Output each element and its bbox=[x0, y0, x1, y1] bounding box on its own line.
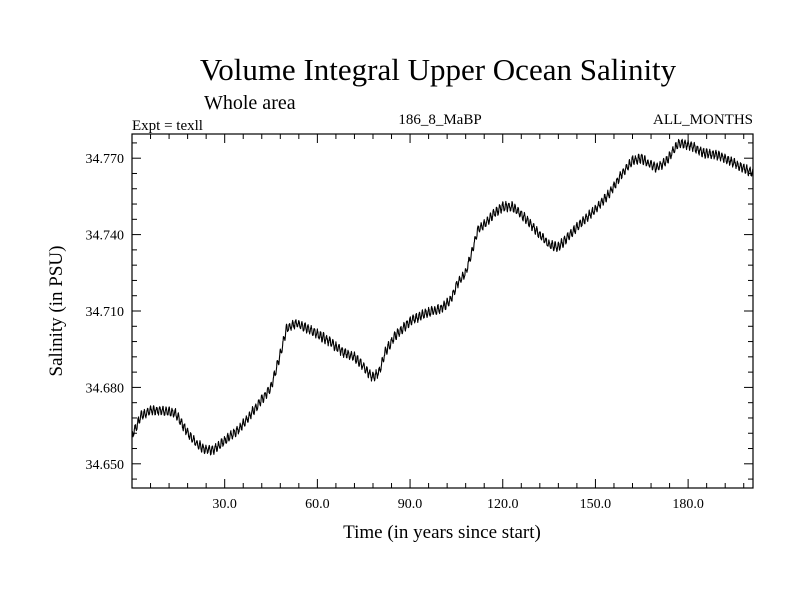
x-tick-label: 120.0 bbox=[487, 497, 519, 512]
salinity-series-line bbox=[131, 138, 754, 456]
x-tick-label: 90.0 bbox=[398, 497, 423, 512]
y-tick-label: 34.740 bbox=[86, 229, 125, 244]
axis-ticks bbox=[132, 134, 753, 488]
x-tick-label: 150.0 bbox=[580, 497, 612, 512]
x-tick-label: 60.0 bbox=[305, 497, 330, 512]
x-axis-label: Time (in years since start) bbox=[343, 522, 541, 543]
chart-title: Volume Integral Upper Ocean Salinity bbox=[200, 52, 677, 87]
y-tick-label: 34.680 bbox=[86, 381, 125, 396]
x-tick-label: 180.0 bbox=[672, 497, 704, 512]
experiment-id-label: 186_8_MaBP bbox=[398, 112, 481, 128]
y-tick-label: 34.650 bbox=[86, 458, 125, 473]
y-axis-label: Salinity (in PSU) bbox=[46, 246, 67, 377]
chart-subtitle: Whole area bbox=[204, 92, 296, 114]
y-tick-label: 34.770 bbox=[86, 152, 125, 167]
tick-labels: 30.0 60.0 90.0 120.0 150.0 180.0 34.650 34.680 3… bbox=[86, 152, 704, 512]
x-tick-label: 30.0 bbox=[212, 497, 237, 512]
months-label: ALL_MONTHS bbox=[653, 112, 753, 128]
y-tick-label: 34.710 bbox=[86, 305, 125, 320]
experiment-label: Expt = texll bbox=[132, 118, 203, 134]
